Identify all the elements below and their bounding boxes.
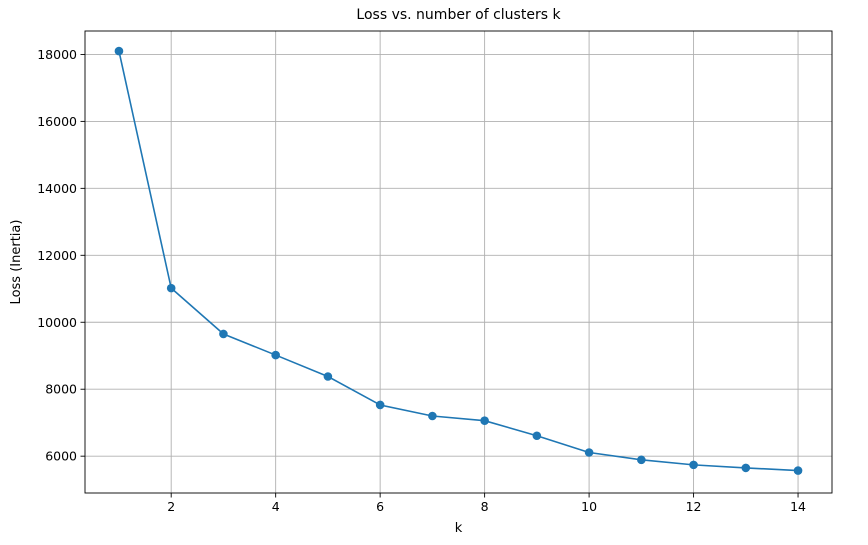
chart-title: Loss vs. number of clusters k — [356, 7, 561, 23]
data-point — [166, 283, 176, 293]
series-line — [118, 50, 799, 472]
data-point — [114, 46, 124, 56]
y-tick-label: 10000 — [37, 315, 77, 330]
x-tick-label: 6 — [376, 499, 384, 514]
y-tick-label: 16000 — [37, 114, 77, 129]
y-tick-label: 12000 — [37, 248, 77, 263]
x-tick-label: 4 — [272, 499, 280, 514]
data-point — [271, 350, 280, 360]
plot-frame — [84, 30, 833, 494]
data-point — [428, 411, 437, 421]
y-tick-label: 14000 — [37, 181, 77, 196]
data-point — [375, 400, 385, 410]
y-axis-label: Loss (Inertia) — [9, 220, 24, 305]
series-layer — [114, 46, 803, 475]
x-tick-label: 14 — [790, 499, 806, 514]
y-tick-label: 6000 — [45, 449, 77, 464]
data-point — [532, 431, 542, 441]
x-tick-label: 12 — [686, 499, 702, 514]
y-axis-ticks: 6000 8000 10000 12000 14000 16000 18000 — [37, 47, 85, 464]
grid-lines — [85, 31, 832, 493]
data-point — [637, 455, 646, 465]
y-tick-label: 8000 — [45, 382, 77, 397]
data-point — [480, 416, 489, 425]
x-tick-label: 2 — [167, 499, 175, 514]
x-tick-label: 8 — [481, 499, 489, 514]
data-point — [689, 460, 698, 470]
x-axis-ticks: 2 4 6 8 10 12 14 — [167, 493, 806, 514]
data-point — [741, 463, 751, 473]
data-point — [793, 466, 803, 475]
x-axis-label: k — [455, 521, 463, 536]
y-tick-label: 18000 — [37, 47, 77, 62]
x-tick-label: 10 — [581, 499, 597, 514]
data-point — [323, 372, 333, 381]
data-point — [219, 329, 228, 339]
data-point — [584, 448, 594, 457]
